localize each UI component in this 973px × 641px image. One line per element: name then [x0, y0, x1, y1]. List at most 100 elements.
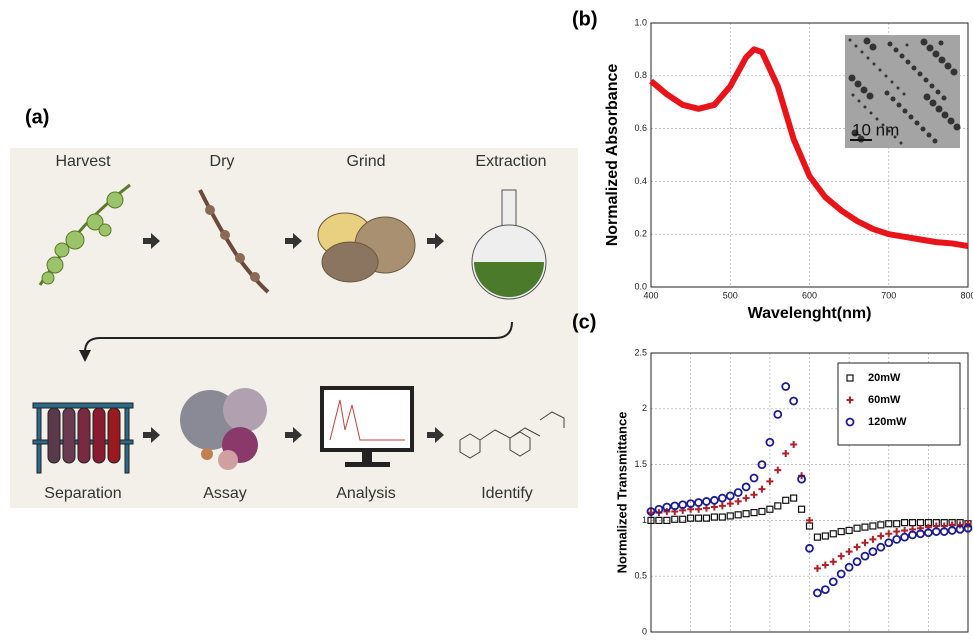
marker [830, 578, 837, 585]
marker [799, 506, 805, 512]
x-tick-label: 700 [881, 290, 896, 300]
marker [814, 534, 820, 540]
inset-particle [924, 78, 929, 83]
step-label: Analysis [336, 485, 396, 502]
x-axis-label: Wavelenght(nm) [748, 305, 872, 322]
inset-particle [870, 112, 873, 115]
y-tick-label: 0.6 [634, 123, 647, 133]
y-tick-label: 2.5 [634, 347, 647, 357]
inset-particle [861, 51, 864, 54]
legend-label: 60mW [868, 394, 901, 406]
legend-label: 120mW [868, 416, 907, 428]
inset-particle [900, 142, 903, 145]
marker [774, 467, 781, 474]
marker [672, 516, 678, 522]
y-tick-label: 0.2 [634, 229, 647, 239]
inset-particle [867, 93, 874, 100]
marker [814, 565, 821, 572]
inset-particle [951, 69, 958, 76]
marker [743, 483, 750, 490]
marker [751, 474, 758, 481]
marker [877, 544, 884, 551]
panel-label: (a) [25, 106, 49, 128]
step-label: Extraction [475, 153, 546, 170]
y-tick-label: 1 [642, 515, 647, 525]
marker [751, 491, 758, 498]
marker [861, 553, 868, 560]
marker [719, 514, 725, 520]
inset-particle [954, 124, 961, 131]
inset-particle [927, 45, 934, 52]
marker [830, 558, 837, 565]
marker [838, 570, 845, 577]
inset-particle [900, 54, 905, 59]
marker [782, 450, 789, 457]
inset-particle [945, 63, 952, 70]
inset-particle [912, 66, 917, 71]
inset-particle [915, 121, 920, 126]
inset-particle [921, 127, 926, 132]
marker [735, 489, 742, 496]
marker [893, 528, 900, 535]
inset-particle [879, 69, 882, 72]
inset-particle [939, 57, 946, 64]
inset-particle [897, 87, 900, 90]
figure: (a) Harvest Dry Grind Extraction Separat… [0, 0, 973, 636]
inset-particle [849, 75, 856, 82]
marker [759, 508, 765, 514]
y-axis-label: Normalized Absorbance [604, 64, 621, 247]
step-label: Identify [481, 485, 533, 502]
marker [854, 544, 861, 551]
inset-particle [885, 75, 888, 78]
marker [751, 510, 757, 516]
marker [775, 503, 781, 509]
inset-particle [927, 133, 932, 138]
inset-particle [903, 93, 906, 96]
inset-particle [861, 87, 868, 94]
marker [822, 562, 829, 569]
marker [695, 499, 702, 506]
x-tick-label: 800 [960, 290, 973, 300]
inset-particle [942, 112, 949, 119]
marker [711, 514, 717, 520]
marker [743, 495, 750, 502]
step-label: Harvest [55, 153, 111, 170]
marker [869, 536, 876, 543]
inset-particle [903, 109, 908, 114]
marker [862, 524, 868, 530]
y-tick-label: 2 [642, 403, 647, 413]
x-tick-label: 500 [723, 290, 738, 300]
marker [711, 497, 718, 504]
marker [861, 539, 868, 546]
marker [783, 497, 789, 503]
inset-particle [930, 84, 935, 89]
marker [893, 536, 900, 543]
step-label: Assay [203, 485, 247, 502]
inset-particle [942, 96, 947, 101]
inset-particle [921, 39, 928, 46]
inset-particle [867, 57, 870, 60]
marker [870, 523, 876, 529]
panel-label: (b) [572, 8, 598, 30]
marker [822, 533, 828, 539]
marker [758, 486, 765, 493]
inset-particle [849, 39, 852, 42]
inset-label: 10 nm [852, 120, 899, 139]
step-label: Separation [44, 485, 121, 502]
marker [869, 548, 876, 555]
inset-particle [885, 91, 890, 96]
inset-particle [909, 115, 914, 120]
marker [846, 548, 853, 555]
marker [830, 531, 836, 537]
inset-particle [855, 81, 862, 88]
marker [822, 586, 829, 593]
inset-particle [918, 72, 923, 77]
x-tick-label: 600 [802, 290, 817, 300]
inset-particle [870, 44, 877, 51]
marker [766, 478, 773, 485]
inset-particle [930, 100, 937, 107]
marker [838, 529, 844, 535]
marker [885, 530, 892, 537]
y-tick-label: 0.8 [634, 70, 647, 80]
marker [791, 495, 797, 501]
